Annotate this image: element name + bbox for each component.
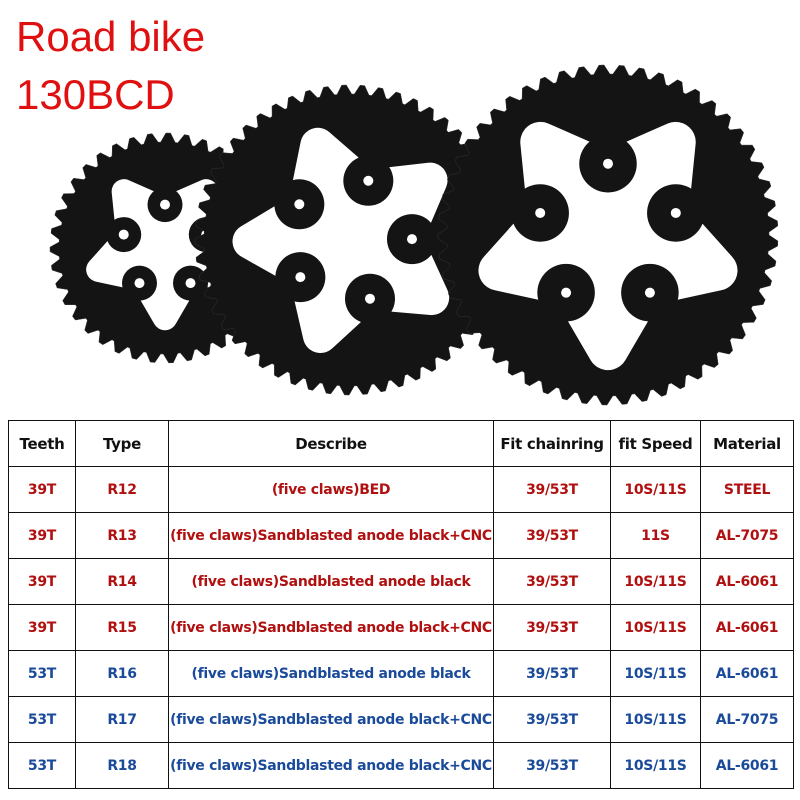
title-line-2: 130BCD [16,71,175,118]
cell-fit-speed: 10S/11S [610,466,701,513]
cell-material: AL-6061 [700,604,794,651]
chainrings-photo [49,64,779,406]
cell-material: AL-6061 [700,742,794,789]
cell-material: STEEL [700,466,794,513]
cell-teeth: 39T [8,512,76,559]
cell-type: R14 [75,558,169,605]
table-row: 53T R17 (five claws)Sandblasted anode blac… [8,696,794,743]
cell-fit-chainring: 39/53T [493,742,611,789]
header-fit-chainring: Fit chainring [493,420,611,467]
cell-material: AL-6061 [700,558,794,605]
cell-fit-chainring: 39/53T [493,558,611,605]
cell-teeth: 53T [8,696,76,743]
cell-fit-speed: 10S/11S [610,558,701,605]
cell-describe: (five claws)Sandblasted anode black+CNC [168,742,494,789]
cell-teeth: 39T [8,604,76,651]
cell-describe: (five claws)BED [168,466,494,513]
header-fit-speed: fit Speed [610,420,701,467]
cell-material: AL-7075 [700,696,794,743]
cell-fit-speed: 11S [610,512,701,559]
header-type: Type [75,420,169,467]
table-header: Teeth Type Describe Fit chainring fit Sp… [8,420,794,467]
table-row: 39T R15 (five claws)Sandblasted anode blac… [8,604,794,651]
cell-fit-speed: 10S/11S [610,696,701,743]
cell-describe: (five claws)Sandblasted anode black [168,650,494,697]
cell-fit-speed: 10S/11S [610,650,701,697]
table-row: 39T R12 (five claws)BED 39/53T 10S/11S STEEL [8,466,794,513]
cell-type: R12 [75,466,169,513]
chainring-medium [194,84,506,396]
cell-type: R17 [75,696,169,743]
header-describe: Describe [168,420,494,467]
title-line-1: Road bike [16,13,206,60]
cell-fit-speed: 10S/11S [610,742,701,789]
cell-teeth: 39T [8,466,76,513]
cell-type: R13 [75,512,169,559]
cell-fit-chainring: 39/53T [493,696,611,743]
cell-describe: (five claws)Sandblasted anode black+CNC [168,696,494,743]
cell-describe: (five claws)Sandblasted anode black+CNC [168,512,494,559]
cell-describe: (five claws)Sandblasted anode black+CNC [168,604,494,651]
cell-fit-speed: 10S/11S [610,604,701,651]
table-row: 39T R14 (five claws)Sandblasted anode blac… [8,558,794,605]
cell-type: R18 [75,742,169,789]
spec-table: Teeth Type Describe Fit chainring fit Sp… [8,420,794,789]
cell-type: R16 [75,650,169,697]
cell-material: AL-7075 [700,512,794,559]
cell-fit-chainring: 39/53T [493,466,611,513]
cell-material: AL-6061 [700,650,794,697]
cell-fit-chainring: 39/53T [493,604,611,651]
table-row: 53T R16 (five claws)Sandblasted anode blac… [8,650,794,697]
header-teeth: Teeth [8,420,76,467]
cell-describe: (five claws)Sandblasted anode black [168,558,494,605]
cell-teeth: 53T [8,650,76,697]
table-row: 39T R13 (five claws)Sandblasted anode blac… [8,512,794,559]
chainring-large [437,64,779,406]
table-row: 53T R18 (five claws)Sandblasted anode blac… [8,742,794,789]
cell-fit-chainring: 39/53T [493,650,611,697]
cell-type: R15 [75,604,169,651]
cell-teeth: 39T [8,558,76,605]
header-material: Material [700,420,794,467]
cell-fit-chainring: 39/53T [493,512,611,559]
cell-teeth: 53T [8,742,76,789]
